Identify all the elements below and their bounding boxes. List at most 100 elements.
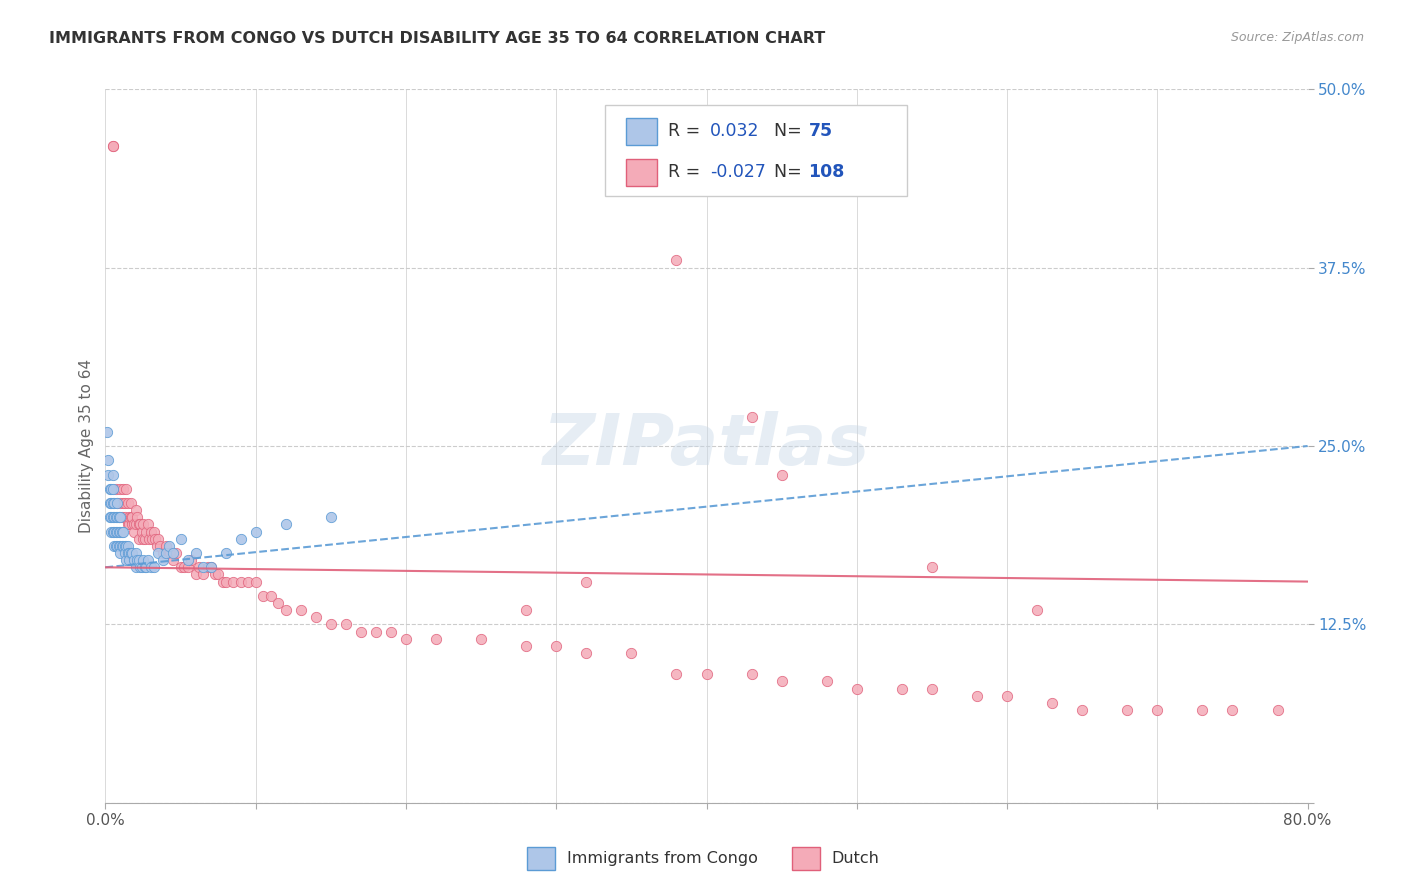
Point [120, 510, 142, 524]
Point [101, 467, 124, 482]
Point [114, 546, 136, 560]
Text: ZIPatlas: ZIPatlas [543, 411, 870, 481]
Point [995, 689, 1018, 703]
Point [118, 510, 141, 524]
Point [169, 532, 191, 546]
Point [101, 482, 124, 496]
Point [114, 496, 136, 510]
Point [1267, 703, 1289, 717]
Point [125, 510, 148, 524]
Point [139, 524, 162, 539]
Point [108, 539, 131, 553]
Point [260, 589, 283, 603]
Point [110, 482, 132, 496]
Point [108, 524, 131, 539]
Point [169, 560, 191, 574]
Point [108, 510, 131, 524]
Point [162, 546, 184, 560]
Point [305, 610, 328, 624]
Point [104, 482, 127, 496]
Point [103, 510, 125, 524]
Point [97, 453, 120, 467]
Text: N=: N= [763, 163, 813, 181]
Point [122, 517, 145, 532]
Point [229, 532, 252, 546]
Point [112, 482, 135, 496]
Point [124, 503, 146, 517]
Point [118, 517, 141, 532]
Point [204, 567, 226, 582]
Point [128, 553, 150, 567]
Point [101, 139, 124, 153]
Point [138, 532, 160, 546]
Text: -0.027: -0.027 [710, 163, 766, 181]
Point [139, 560, 162, 574]
Point [114, 539, 136, 553]
Point [222, 574, 245, 589]
Point [157, 539, 180, 553]
Point [184, 567, 207, 582]
Point [121, 510, 143, 524]
Point [770, 467, 793, 482]
Point [173, 560, 195, 574]
Point [665, 667, 688, 681]
Point [129, 517, 152, 532]
Point [101, 139, 124, 153]
Point [815, 674, 838, 689]
Point [191, 567, 214, 582]
Point [112, 524, 135, 539]
Point [845, 681, 868, 696]
Point [921, 560, 943, 574]
Point [142, 560, 165, 574]
Point [128, 532, 150, 546]
Point [124, 546, 146, 560]
Point [546, 639, 568, 653]
Point [770, 674, 793, 689]
Point [696, 667, 718, 681]
Point [110, 524, 132, 539]
Point [515, 603, 537, 617]
Point [146, 532, 169, 546]
Point [200, 560, 222, 574]
Point [197, 560, 219, 574]
Point [128, 517, 150, 532]
Point [274, 603, 297, 617]
Point [104, 524, 127, 539]
Point [101, 510, 124, 524]
Point [124, 517, 146, 532]
Point [290, 603, 312, 617]
Text: Source: ZipAtlas.com: Source: ZipAtlas.com [1230, 31, 1364, 45]
Point [107, 510, 129, 524]
Point [117, 517, 139, 532]
Point [741, 667, 763, 681]
Point [319, 617, 342, 632]
Point [132, 532, 155, 546]
Point [145, 539, 167, 553]
Point [100, 496, 122, 510]
Point [107, 496, 129, 510]
Point [141, 532, 163, 546]
Point [132, 553, 155, 567]
Point [98, 482, 121, 496]
Point [245, 524, 267, 539]
Point [575, 574, 598, 589]
Point [274, 517, 297, 532]
Point [152, 546, 174, 560]
Point [157, 546, 180, 560]
Point [200, 560, 222, 574]
Text: 75: 75 [808, 122, 832, 140]
Point [115, 482, 138, 496]
Point [112, 539, 135, 553]
Point [131, 560, 153, 574]
Point [966, 689, 988, 703]
Point [165, 546, 187, 560]
Point [245, 574, 267, 589]
Point [1222, 703, 1244, 717]
Point [129, 560, 152, 574]
Point [187, 560, 209, 574]
Point [207, 567, 229, 582]
Point [136, 517, 159, 532]
Point [124, 560, 146, 574]
Point [110, 546, 132, 560]
Point [103, 496, 125, 510]
